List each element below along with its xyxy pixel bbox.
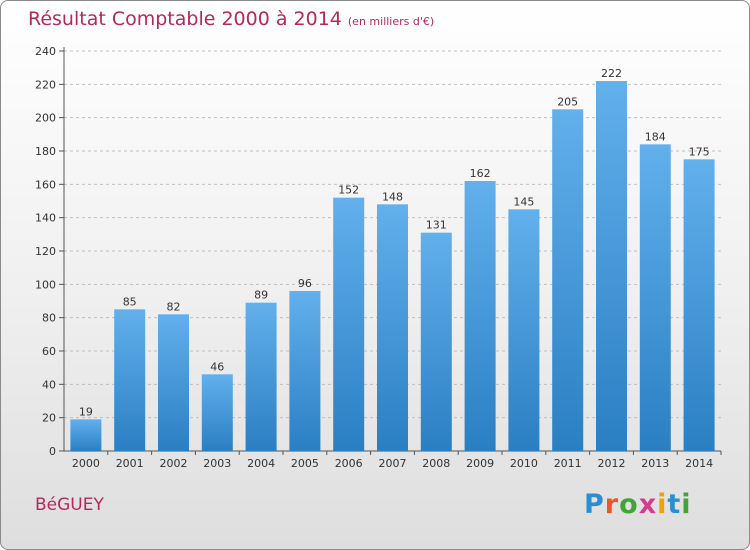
x-tick-label: 2011 [554,457,582,470]
bar [333,197,365,451]
x-tick-label: 2002 [160,457,188,470]
y-tick-label: 160 [35,178,56,191]
x-tick-label: 2001 [116,457,144,470]
logo-letter: x [638,489,658,520]
y-tick-label: 100 [35,278,56,291]
data-label: 162 [470,167,491,180]
x-tick-label: 2014 [685,457,713,470]
bar [158,314,189,451]
data-label: 152 [338,184,359,197]
data-label: 85 [123,295,137,308]
bar [420,232,452,451]
data-label: 89 [254,289,268,302]
data-label: 205 [557,95,578,108]
chart-title: Résultat Comptable 2000 à 2014 (en millie… [28,8,434,30]
y-tick-label: 120 [35,245,56,258]
bar [245,302,277,451]
data-label: 19 [79,405,93,418]
data-label: 222 [601,67,622,80]
x-tick-label: 2010 [510,457,538,470]
data-label: 96 [298,277,312,290]
x-tick-label: 2008 [422,457,450,470]
data-label: 148 [382,190,403,203]
data-label: 145 [513,195,534,208]
x-tick-label: 2009 [466,457,494,470]
x-tick-label: 2004 [247,457,275,470]
x-tick-label: 2006 [335,457,363,470]
y-tick-label: 60 [42,345,56,358]
bar [596,81,627,451]
data-label: 131 [426,219,447,232]
x-tick-label: 2000 [72,457,100,470]
y-tick-label: 240 [35,45,56,58]
y-tick-label: 40 [42,378,56,391]
y-tick-label: 180 [35,145,56,158]
bar [552,109,584,451]
x-tick-label: 2007 [379,457,407,470]
x-tick-label: 2003 [203,457,231,470]
commune-name: BéGUEY [35,495,104,515]
bar [114,309,146,451]
bar [201,374,233,451]
data-label: 175 [689,145,710,158]
proxiti-logo: Proxiti [584,489,692,520]
bar [508,209,540,451]
logo-letter: P [584,489,605,520]
chart-subtitle: (en milliers d'€) [347,15,435,28]
y-tick-label: 220 [35,78,56,91]
logo-letter: i [657,489,668,520]
y-tick-label: 140 [35,212,56,225]
logo-letter: t [667,489,682,520]
bar [289,291,321,451]
data-label: 46 [210,360,224,373]
logo-letter: o [619,489,639,520]
y-tick-label: 0 [49,445,56,458]
x-tick-label: 2005 [291,457,319,470]
title-text: Résultat Comptable 2000 à 2014 [28,8,342,30]
bar [683,159,715,452]
y-tick-label: 20 [42,412,56,425]
data-label: 184 [645,130,666,143]
bar [639,144,671,452]
data-label: 82 [167,300,181,313]
bar [377,204,408,451]
x-tick-label: 2012 [598,457,626,470]
bar [70,419,102,451]
logo-letter: i [681,489,692,520]
y-tick-label: 200 [35,112,56,125]
y-tick-label: 80 [42,312,56,325]
logo-letter: r [604,489,620,520]
x-tick-label: 2013 [641,457,669,470]
bar [464,181,496,451]
